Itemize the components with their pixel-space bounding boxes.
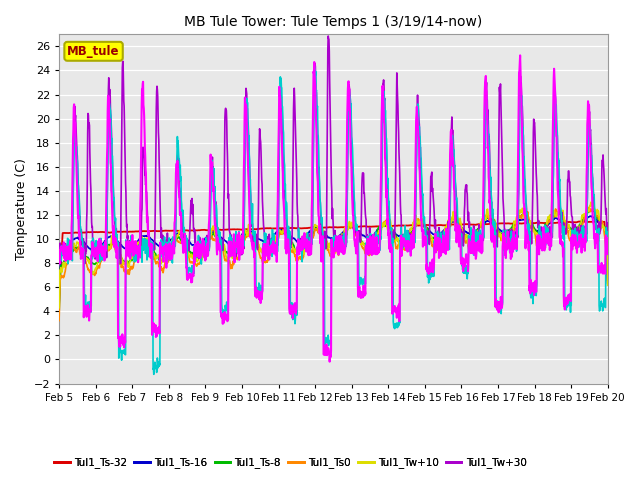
Y-axis label: Temperature (C): Temperature (C) [15, 158, 28, 260]
Legend: Tul1_Ts-32, Tul1_Ts-16, Tul1_Ts-8, Tul1_Ts0, Tul1_Tw+10, Tul1_Tw+30: Tul1_Ts-32, Tul1_Ts-16, Tul1_Ts-8, Tul1_… [50, 453, 531, 472]
Legend: Tul1_Tw+50, Tul1_Tw+100: Tul1_Tw+50, Tul1_Tw+100 [50, 477, 234, 480]
Text: MB_tule: MB_tule [67, 45, 120, 58]
Title: MB Tule Tower: Tule Temps 1 (3/19/14-now): MB Tule Tower: Tule Temps 1 (3/19/14-now… [184, 15, 483, 29]
